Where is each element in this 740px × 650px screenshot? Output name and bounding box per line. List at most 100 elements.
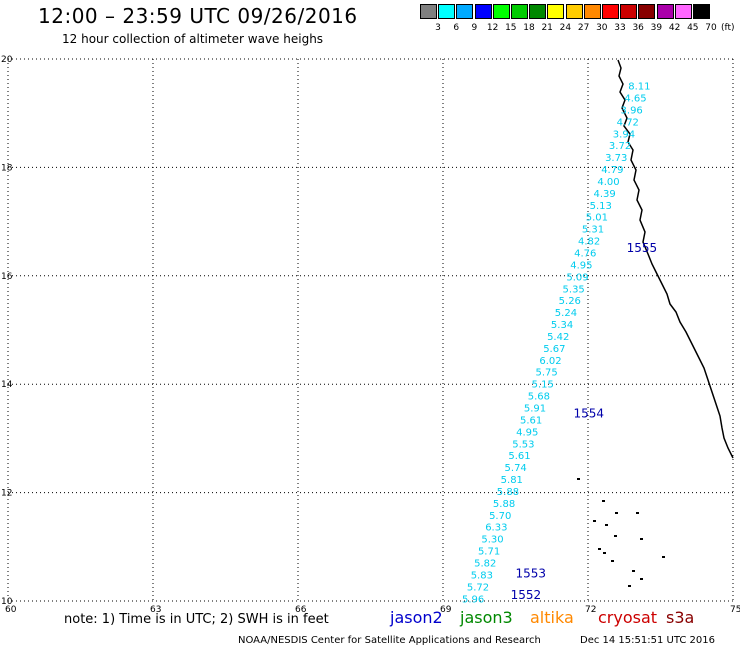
island-mark [593, 520, 596, 522]
swh-value: 5.34 [551, 320, 573, 331]
swh-value: 3.73 [605, 153, 627, 164]
legend-swatch [638, 4, 656, 19]
legend-swatch [620, 4, 638, 19]
swh-value: 5.31 [582, 225, 604, 236]
satellite-s3a: s3a [666, 608, 695, 627]
swh-value: 4.79 [601, 165, 623, 176]
swh-value: 5.68 [528, 392, 550, 403]
lat-tick-label: 14 [1, 380, 13, 390]
swh-value: 6.33 [485, 523, 507, 534]
pass-labels: 1552 1553 1554 1555 [511, 241, 658, 602]
timestamp: Dec 14 15:51:51 UTC 2016 [580, 635, 715, 646]
swh-value: 4.95 [570, 260, 592, 271]
legend-label: 9 [471, 23, 478, 33]
island-mark [614, 535, 617, 537]
swh-value: 5.82 [474, 559, 496, 570]
swh-value: 3.96 [621, 105, 643, 116]
island-mark [602, 500, 605, 502]
lat-tick-label: 20 [1, 55, 13, 65]
legend-label: 3 [435, 23, 441, 33]
satellite-jason3: jason3 [460, 608, 513, 627]
swh-value: 5.88 [493, 499, 515, 510]
island-mark [577, 478, 580, 480]
swh-value: 5.67 [543, 344, 565, 355]
swh-value: 5.53 [512, 439, 534, 450]
swh-value: 5.35 [563, 284, 585, 295]
legend-swatch [420, 4, 437, 19]
legend-label: 6 [453, 23, 460, 33]
legend-swatch [602, 4, 619, 19]
swh-value: 5.72 [467, 582, 489, 593]
legend-label: 42 [668, 23, 681, 33]
legend-label: 30 [596, 23, 608, 33]
satellite-cryosat: cryosat [598, 608, 658, 627]
swh-value: 5.01 [586, 213, 608, 224]
swh-value: 5.83 [471, 570, 493, 581]
legend-swatch [583, 4, 601, 19]
lon-tick-label: 75 [730, 605, 740, 615]
legend-label: 45 [687, 23, 699, 33]
legend-label: 39 [650, 23, 663, 33]
legend-unit: (ft) [721, 23, 735, 33]
lat-tick-label: 16 [1, 272, 13, 282]
swh-value: 4.39 [593, 189, 615, 200]
swh-value: 5.24 [555, 308, 577, 319]
island-mark [611, 560, 614, 562]
legend-swatch [529, 4, 547, 19]
island-mark [640, 578, 643, 580]
swh-value: 5.26 [559, 296, 581, 307]
swh-value: 5.81 [501, 475, 523, 486]
legend-swatch [456, 4, 474, 19]
swh-value: 3.94 [613, 129, 635, 140]
legend-swatch [674, 4, 692, 19]
island-mark [615, 512, 618, 514]
swh-value: 8.11 [628, 82, 650, 93]
credit-text: NOAA/NESDIS Center for Satellite Applica… [238, 635, 541, 646]
swh-value: 5.61 [520, 415, 542, 426]
satellite-jason2: jason2 [390, 608, 443, 627]
legend-swatch [565, 4, 583, 19]
legend-label: 70 [705, 23, 717, 33]
legend-swatch [492, 4, 510, 19]
footer-note: note: 1) Time is in UTC; 2) SWH is in fe… [64, 612, 329, 627]
legend-swatch [693, 4, 710, 19]
swh-value: 4.82 [578, 237, 600, 248]
swh-value: 5.09 [566, 272, 588, 283]
swh-value: 6.02 [539, 356, 561, 367]
lat-tick-label: 12 [1, 489, 12, 499]
island-mark [628, 585, 631, 587]
swh-value: 5.71 [478, 547, 500, 558]
legend-label: 36 [632, 23, 644, 33]
island-mark [636, 512, 639, 514]
pass-label: 1554 [574, 406, 605, 420]
lon-tick-label: 66 [295, 605, 307, 615]
legend-swatch [656, 4, 674, 19]
legend-label: 21 [541, 23, 553, 33]
lon-tick-label: 69 [440, 605, 452, 615]
legend-swatch [474, 4, 492, 19]
swh-value: 3.72 [609, 141, 631, 152]
swh-value: 4.65 [624, 93, 646, 104]
swh-value: 5.61 [508, 451, 530, 462]
swh-value: 4.76 [574, 248, 596, 259]
lon-tick-label: 63 [150, 605, 161, 615]
legend-label: 15 [505, 23, 517, 33]
lat-tick-label: 18 [1, 163, 13, 173]
island-mark [605, 524, 608, 526]
pass-label: 1552 [511, 588, 542, 602]
swh-value: 5.88 [497, 487, 519, 498]
legend-label: 33 [614, 23, 626, 33]
legend-label: 27 [577, 23, 590, 33]
lon-tick-label: 72 [585, 605, 596, 615]
coastline [577, 59, 734, 587]
lon-tick-label: 60 [5, 605, 17, 615]
lat-tick-label: 10 [1, 597, 13, 607]
island-mark [632, 570, 635, 572]
coastline-west-india [617, 59, 734, 459]
swh-value: 5.30 [481, 535, 503, 546]
pass-label: 1555 [627, 241, 658, 255]
island-mark [598, 548, 601, 550]
map-grid [7, 58, 734, 602]
island-mark [662, 556, 665, 558]
swh-value: 5.74 [505, 463, 527, 474]
